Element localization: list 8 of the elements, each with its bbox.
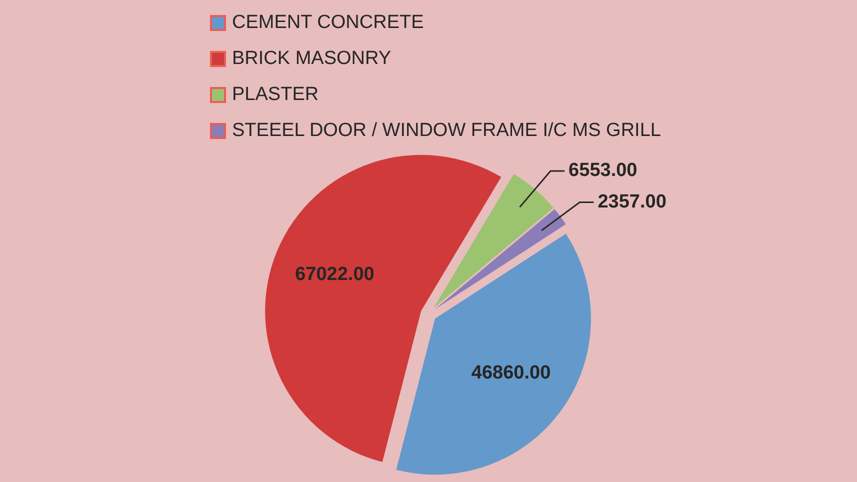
data-label: 6553.00 [568,160,638,182]
legend-label: PLASTER [232,84,319,106]
data-label: 67022.00 [295,264,374,286]
data-label: 46860.00 [471,362,551,384]
legend-label: STEEEL DOOR / WINDOW FRAME I/C MS GRILL [232,120,661,142]
legend-label: CEMENT CONCRETE [232,12,424,34]
legend-label: BRICK MASONRY [232,48,392,70]
data-label: 2357.00 [598,192,666,213]
